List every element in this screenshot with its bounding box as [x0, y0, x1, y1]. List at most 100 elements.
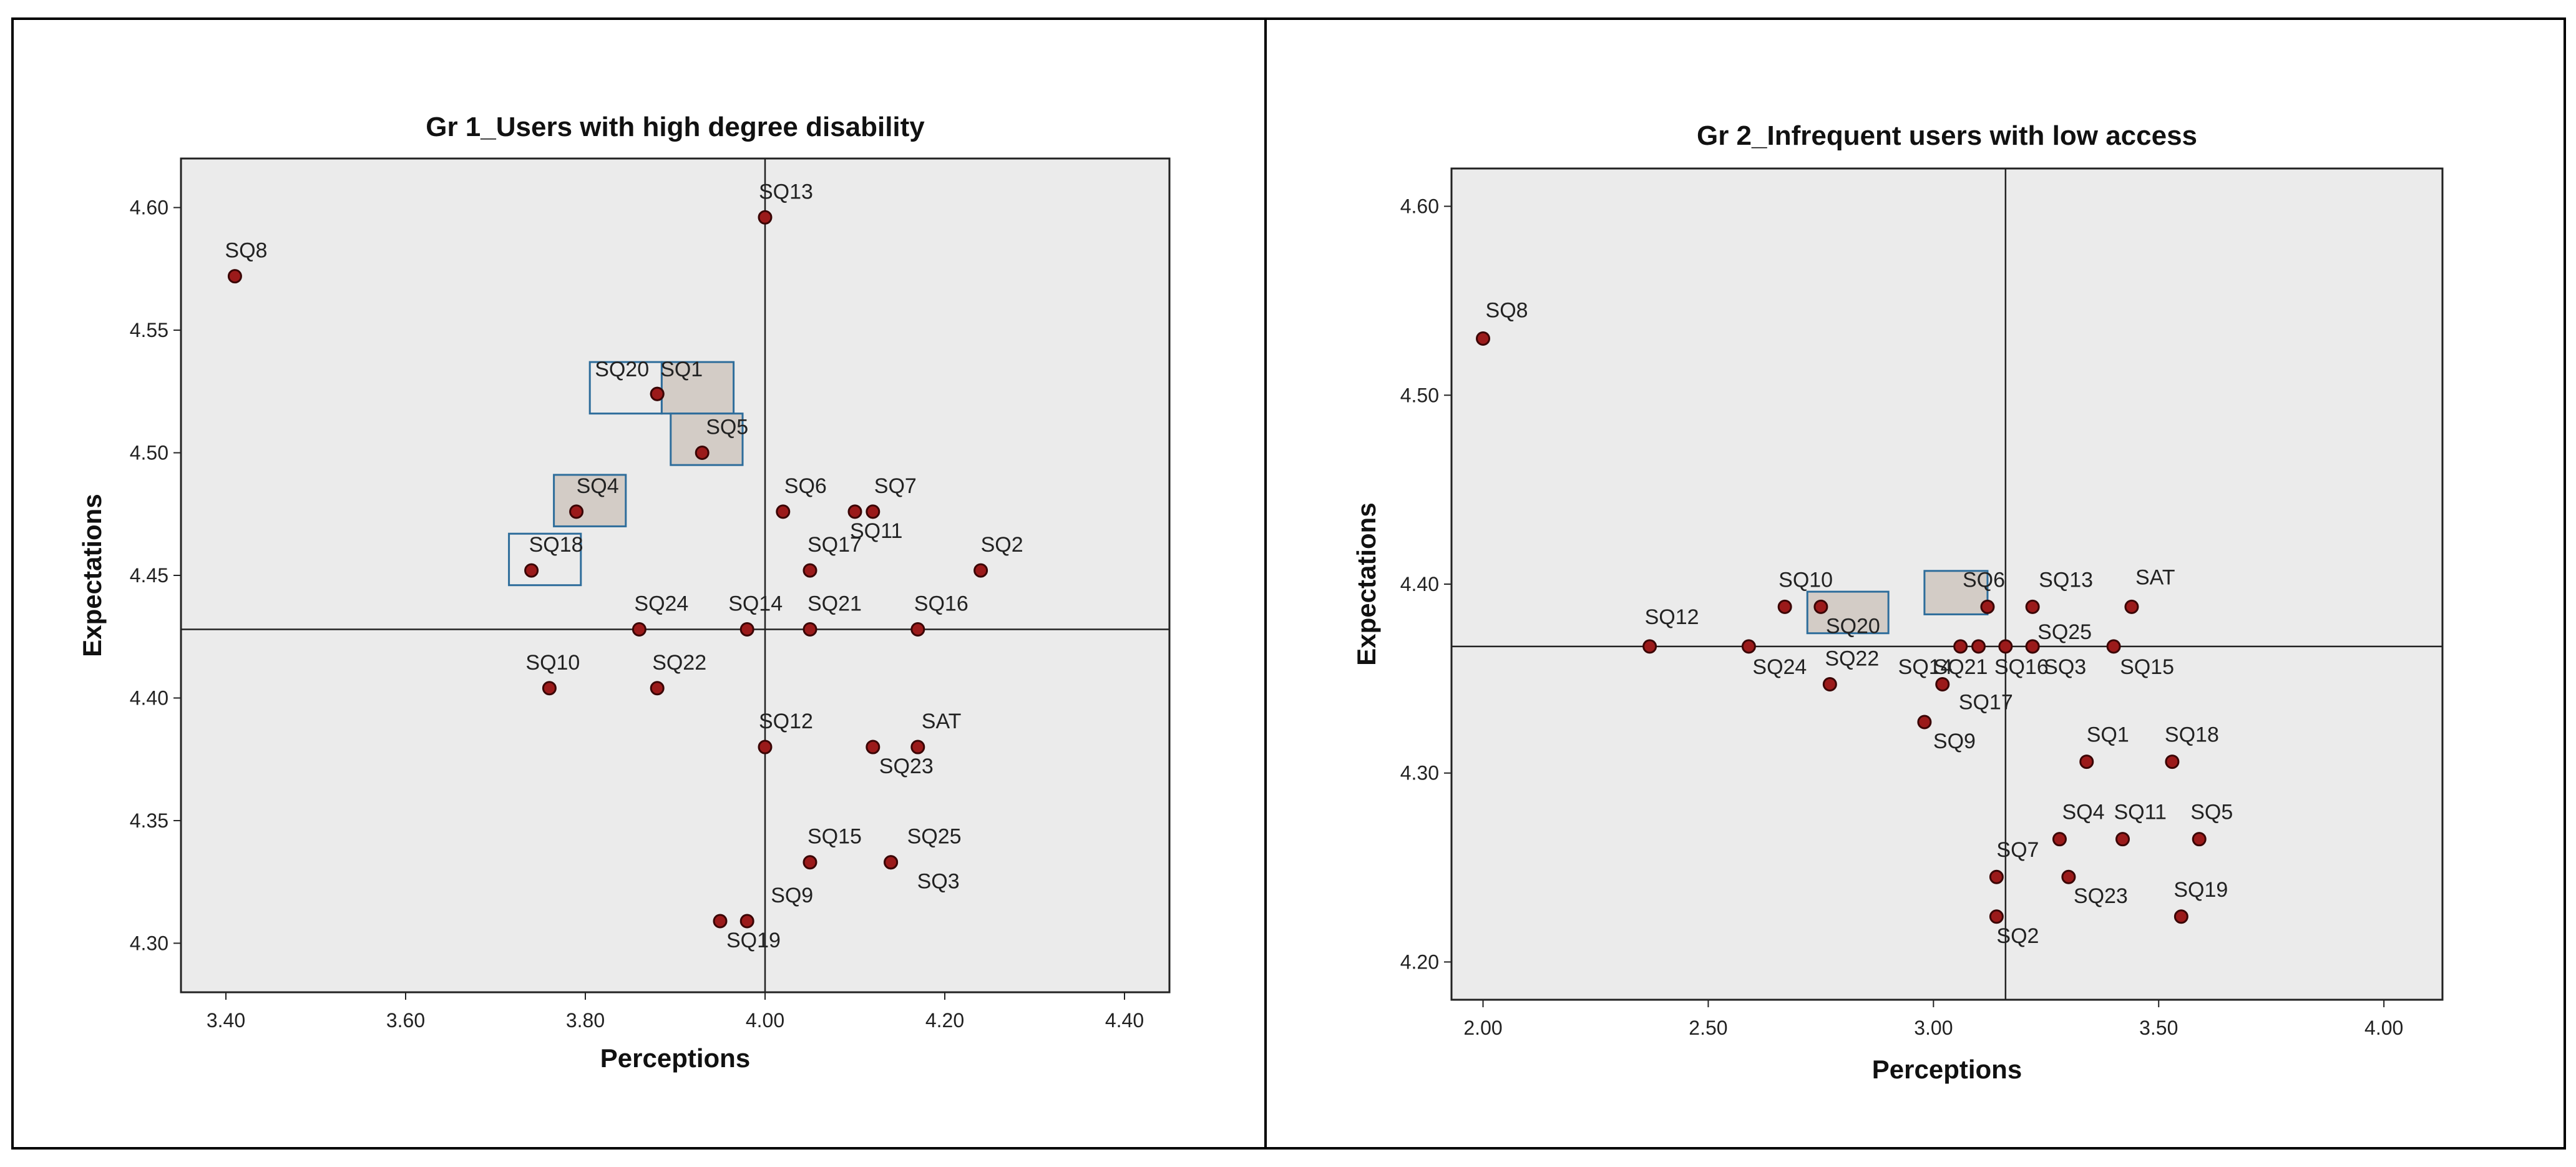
x-tick-label: 2.50	[1689, 1017, 1727, 1039]
x-tick-label: 3.60	[386, 1009, 425, 1032]
y-tick-label: 4.30	[130, 932, 168, 954]
point-label-sq13: SQ13	[2039, 568, 2093, 592]
point-sq18	[524, 563, 539, 578]
point-sq6	[1980, 599, 1995, 614]
point-sq18	[2165, 754, 2180, 769]
y-axis-title: Expectations	[77, 494, 107, 657]
y-axis-title: Expectations	[1352, 502, 1381, 665]
y-tick-label: 4.50	[1400, 384, 1439, 406]
point-label-sq2: SQ2	[1996, 924, 2039, 948]
point-label-sq5: SQ5	[2190, 801, 2233, 824]
x-tick-label: 3.80	[566, 1009, 605, 1032]
point-sq13	[758, 210, 773, 225]
y-tick-label: 4.50	[130, 442, 168, 464]
point-sq24	[1741, 639, 1756, 654]
point-label-sq12: SQ12	[1645, 605, 1699, 629]
point-sq9	[739, 914, 754, 929]
point-sat	[910, 740, 925, 754]
point-sq8	[227, 269, 242, 284]
x-tick-label: 3.40	[207, 1009, 245, 1032]
point-sq3	[2025, 639, 2040, 654]
point-label-sq20: SQ20	[595, 358, 649, 381]
point-label-sq24: SQ24	[1752, 655, 1807, 679]
point-sq4	[569, 504, 584, 519]
point-label-sq14: SQ14	[728, 592, 783, 615]
point-label-sq1: SQ1	[660, 358, 703, 381]
y-tick-label: 4.20	[1400, 950, 1439, 973]
point-label-sq15: SQ15	[2120, 655, 2174, 679]
point-sq22	[650, 681, 665, 696]
point-label-sq7: SQ7	[874, 474, 917, 498]
point-sq4	[2052, 832, 2067, 847]
point-label-sq21: SQ21	[1934, 655, 1988, 679]
chart-2: Gr 2_Infrequent users with low access Per…	[1352, 120, 2444, 1084]
point-label-sq23: SQ23	[879, 754, 934, 778]
point-sq12	[1642, 639, 1657, 654]
point-label-sat: SAT	[922, 710, 962, 733]
point-sq9	[1917, 715, 1932, 730]
point-label-sq7: SQ7	[1996, 838, 2039, 862]
x-tick-label: 4.40	[1105, 1009, 1144, 1032]
point-label-sq16: SQ16	[914, 592, 968, 615]
point-sq17	[1935, 676, 1950, 691]
x-tick-label: 3.50	[2139, 1017, 2178, 1039]
point-sq16	[910, 622, 925, 637]
point-label-sq13: SQ13	[759, 180, 813, 203]
panel-divider	[1264, 17, 1267, 1150]
point-label-sq11: SQ11	[850, 519, 902, 543]
point-sq10	[1777, 599, 1792, 614]
point-label-sq1: SQ1	[2087, 723, 2129, 747]
point-sq5	[695, 446, 710, 461]
point-sq8	[1476, 331, 1491, 346]
y-tick-label: 4.45	[130, 564, 168, 587]
point-sq14	[1953, 639, 1968, 654]
point-label-sq23: SQ23	[2074, 884, 2128, 908]
point-sq6	[776, 504, 791, 519]
point-sq12	[758, 740, 773, 754]
point-label-sq10: SQ10	[525, 651, 580, 675]
point-label-sq2: SQ2	[981, 533, 1023, 557]
point-sq1	[2079, 754, 2094, 769]
point-label-sq6: SQ6	[1963, 568, 2005, 592]
point-sq20	[650, 386, 665, 401]
point-label-sat: SAT	[2135, 565, 2175, 589]
y-tick-label: 4.60	[130, 197, 168, 219]
point-sat	[2124, 599, 2139, 614]
point-label-sq8: SQ8	[1486, 298, 1528, 322]
y-tick-label: 4.55	[130, 319, 168, 341]
point-label-sq4: SQ4	[2062, 801, 2104, 824]
point-label-sq17: SQ17	[807, 533, 862, 557]
y-tick-label: 4.35	[130, 809, 168, 832]
highlight-box-sq1	[660, 361, 735, 415]
point-label-sq21: SQ21	[807, 592, 862, 615]
point-sq15	[2106, 639, 2121, 654]
figure-frame	[11, 17, 2566, 1150]
chart-title: Gr 1_Users with high degree disability	[426, 112, 925, 142]
point-label-sq9: SQ9	[1933, 730, 1976, 753]
point-sq24	[632, 622, 646, 637]
chart-1: Gr 1_Users with high degree disability Pe…	[77, 112, 1171, 1073]
y-tick-label: 4.30	[1400, 762, 1439, 784]
point-sq23	[866, 740, 881, 754]
point-label-sq6: SQ6	[784, 474, 827, 498]
point-label-sq22: SQ22	[1825, 647, 1879, 670]
point-label-sq3: SQ3	[917, 870, 960, 894]
point-sq19	[713, 914, 728, 929]
point-label-sq19: SQ19	[726, 929, 781, 952]
point-label-sq25: SQ25	[2037, 620, 2092, 644]
point-label-sq18: SQ18	[529, 533, 583, 557]
point-label-sq19: SQ19	[2174, 878, 2228, 902]
point-label-sq18: SQ18	[2165, 723, 2219, 747]
x-tick-label: 4.20	[925, 1009, 964, 1032]
point-sq19	[2174, 909, 2188, 924]
y-tick-label: 4.40	[1400, 573, 1439, 595]
point-sq22	[1822, 676, 1837, 691]
point-sq7	[866, 504, 881, 519]
point-label-sq20: SQ20	[1826, 614, 1880, 638]
point-label-sq8: SQ8	[225, 239, 267, 263]
point-label-sq25: SQ25	[907, 825, 962, 849]
y-tick-label: 4.40	[130, 686, 168, 709]
point-sq14	[739, 622, 754, 637]
point-sq7	[1989, 869, 2004, 884]
point-label-sq11: SQ11	[2114, 801, 2167, 824]
